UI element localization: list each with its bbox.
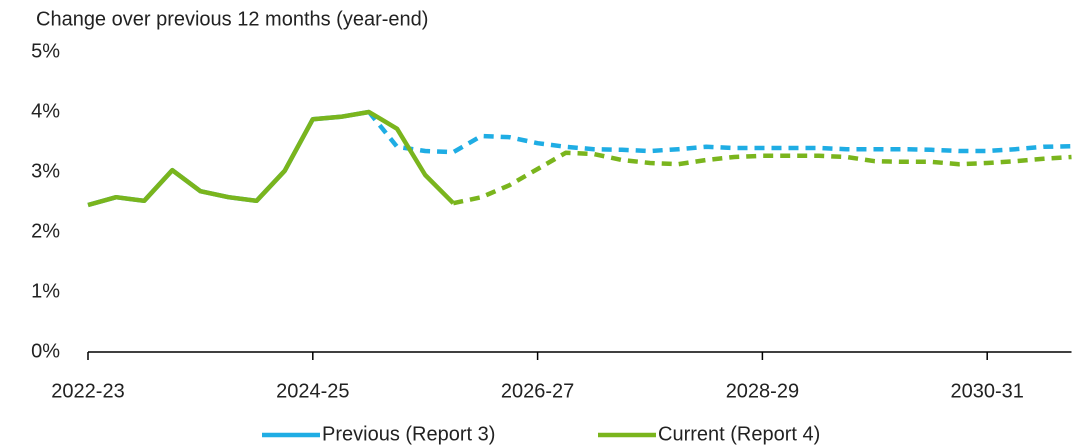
y-tick-label: 1% [31,280,60,302]
series-line [87,109,370,208]
y-tick-label: 2% [31,220,60,242]
chart-title: Change over previous 12 months (year-end… [36,8,428,30]
legend-label: Current (Report 4) [658,423,820,445]
x-tick-label: 2030-31 [950,380,1023,402]
series-line-dashed [452,150,1072,206]
y-tick-label: 5% [31,40,60,62]
y-tick-label: 0% [31,340,60,362]
x-tick-label: 2028-29 [726,380,799,402]
x-tick-label: 2024-25 [276,380,349,402]
series-line [87,109,455,208]
x-tick-label: 2022-23 [51,380,124,402]
y-tick-label: 4% [31,100,60,122]
series-line-dashed [367,110,1072,155]
x-tick-label: 2026-27 [501,380,574,402]
legend-label: Previous (Report 3) [322,423,495,445]
y-tick-label: 3% [31,160,60,182]
